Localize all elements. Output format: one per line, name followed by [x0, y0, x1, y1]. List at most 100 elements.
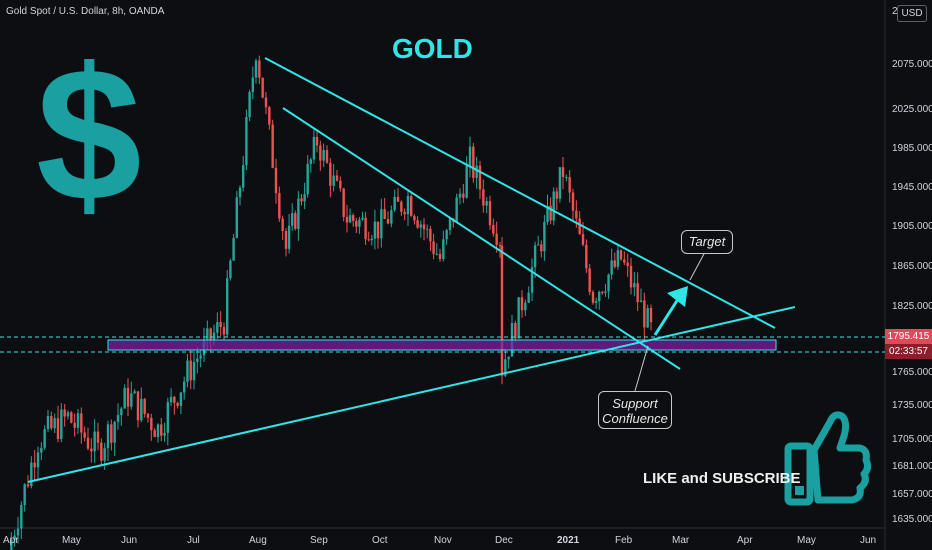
time-tick-label: Feb — [615, 535, 633, 546]
candle-body — [646, 307, 649, 328]
candle-body — [636, 283, 639, 303]
time-tick-label: Jul — [187, 535, 200, 546]
price-tick-label: 2075.000 — [892, 59, 932, 70]
candle-body — [633, 283, 636, 288]
candle-body — [93, 431, 96, 452]
candle-body — [438, 253, 442, 259]
candle-body — [96, 431, 100, 443]
candle-body — [370, 238, 373, 241]
upper-trendline[interactable] — [264, 57, 776, 329]
candle-body — [376, 221, 380, 239]
candle-body — [396, 196, 400, 202]
candle-body — [540, 244, 543, 252]
target-callout[interactable]: Target — [681, 230, 733, 254]
time-tick-label: Sep — [310, 535, 328, 546]
candle-body — [294, 213, 297, 229]
candle-body — [478, 165, 482, 190]
candle-body — [312, 136, 316, 160]
candle-body — [558, 167, 562, 199]
candle-body — [209, 328, 212, 341]
time-tick-label: Nov — [434, 535, 452, 546]
rising-support-trendline[interactable] — [27, 306, 796, 483]
candle-body — [189, 360, 192, 381]
bar-countdown-label: 02:33:57 — [885, 344, 932, 359]
candle-body — [594, 301, 598, 303]
candle-body — [607, 274, 610, 292]
support-zone[interactable] — [107, 339, 777, 351]
price-tick-label: 1865.000 — [892, 261, 932, 272]
candle-body — [468, 146, 472, 166]
candle-body — [616, 250, 620, 267]
price-tick-label: 1635.000 — [892, 514, 932, 525]
candle-body — [492, 225, 495, 234]
inner-trendline[interactable] — [282, 107, 681, 370]
candle-body — [546, 205, 549, 223]
chart-headline: GOLD — [392, 33, 473, 64]
candle-body — [345, 216, 349, 223]
candle-body — [30, 462, 33, 487]
symbol-title[interactable]: Gold Spot / U.S. Dollar, 8h, OANDA — [6, 6, 165, 17]
candle-body — [258, 60, 261, 78]
candle-body — [297, 198, 300, 229]
candle-body — [610, 260, 613, 275]
candle-body — [578, 218, 581, 235]
candle-body — [66, 412, 70, 417]
candle-body — [504, 359, 507, 376]
candle-body — [133, 391, 136, 394]
candle-body — [598, 291, 601, 302]
candle-body — [40, 447, 43, 453]
candle-body — [629, 265, 633, 288]
target-callout-label: Target — [688, 234, 726, 249]
candle-body — [100, 442, 103, 461]
candle-body — [245, 116, 248, 166]
candle-body — [238, 187, 242, 198]
candle-body — [46, 416, 50, 430]
time-tick-label: Apr — [3, 535, 19, 546]
candle-body — [216, 322, 219, 333]
candle-body — [403, 211, 406, 215]
candle-body — [169, 396, 173, 403]
candle-body — [383, 209, 386, 219]
candle-body — [448, 218, 452, 231]
candle-body — [166, 402, 170, 433]
candle-body — [601, 291, 604, 293]
support-callout-pointer — [634, 345, 649, 392]
support-zone-rect[interactable] — [107, 339, 777, 351]
candle-body — [156, 424, 160, 438]
currency-badge[interactable]: USD — [897, 5, 927, 22]
candle-body — [271, 124, 274, 168]
candle-body — [575, 210, 578, 219]
candle-body — [106, 424, 110, 449]
candle-body — [26, 484, 30, 487]
candle-body — [136, 391, 140, 421]
candle-body — [235, 197, 238, 238]
candle-body — [643, 300, 646, 328]
candle-body — [163, 432, 166, 436]
candle-body — [581, 234, 585, 245]
candle-body — [555, 191, 558, 199]
candle-body — [442, 239, 445, 259]
candle-body — [495, 233, 498, 246]
candle-body — [585, 244, 588, 269]
target-arrow-shaft — [653, 295, 682, 336]
candle-body — [80, 413, 83, 433]
candle-body — [565, 176, 568, 178]
candle-body — [488, 201, 492, 226]
candle-body — [274, 167, 278, 194]
support-callout[interactable]: Support Confluence — [598, 391, 672, 429]
candle-body — [13, 535, 16, 540]
candle-body — [639, 300, 643, 303]
candle-body — [309, 159, 312, 164]
candle-body — [393, 196, 396, 211]
time-tick-label: Jun — [121, 535, 138, 546]
candle-body — [226, 278, 229, 335]
price-tick-label: 2025.000 — [892, 104, 932, 115]
candle-body — [153, 430, 156, 438]
candle-body — [70, 412, 73, 423]
candle-body — [291, 213, 294, 226]
candle-body — [455, 197, 458, 223]
time-tick-label: Apr — [737, 535, 753, 546]
candle-body — [254, 60, 258, 78]
